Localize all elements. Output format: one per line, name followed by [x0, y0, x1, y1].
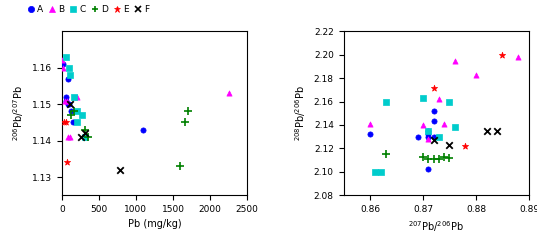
Point: [434, 135, 443, 139]
Point: [62, 99, 70, 102]
Point: [77, 113, 86, 117]
Point: [382, 152, 390, 156]
Point: [424, 129, 433, 133]
Point: [62, 95, 70, 99]
Point: [366, 132, 374, 136]
Point: [62, 120, 70, 124]
Point: [115, 168, 124, 172]
Point: [445, 156, 454, 160]
Point: [62, 55, 70, 59]
Point: [429, 157, 438, 161]
Point: [81, 128, 89, 132]
Point: [61, 99, 70, 102]
Point: [63, 161, 71, 164]
Point: [139, 128, 148, 132]
Point: [434, 157, 443, 161]
Point: [63, 99, 71, 102]
Point: [81, 131, 90, 135]
Point: [451, 59, 459, 62]
Point: [429, 109, 438, 113]
Point: [371, 170, 380, 174]
Point: [65, 66, 74, 70]
Point: [413, 135, 422, 139]
Point: [69, 109, 78, 113]
Point: [176, 164, 185, 168]
Point: [60, 120, 69, 124]
Point: [72, 109, 81, 113]
Point: [67, 109, 76, 113]
Legend: A, B, C, D, E, F: A, B, C, D, E, F: [26, 5, 150, 15]
Point: [77, 135, 85, 139]
Point: [429, 120, 438, 123]
Point: [424, 167, 433, 171]
Point: [424, 157, 433, 161]
Point: [81, 135, 89, 139]
Point: [424, 129, 433, 133]
Point: [429, 138, 438, 142]
Point: [424, 135, 433, 139]
Point: [451, 125, 459, 129]
Y-axis label: $^{206}$Pb/$^{207}$Pb: $^{206}$Pb/$^{207}$Pb: [12, 85, 26, 141]
Point: [424, 137, 433, 141]
Point: [419, 96, 427, 100]
Point: [445, 100, 454, 103]
Point: [366, 122, 374, 126]
Point: [63, 102, 72, 106]
Point: [180, 120, 189, 124]
Point: [64, 135, 72, 139]
Y-axis label: $^{208}$Pb/$^{206}$Pb: $^{208}$Pb/$^{206}$Pb: [294, 85, 308, 141]
Point: [429, 135, 438, 139]
Point: [184, 109, 192, 113]
Point: [482, 129, 491, 133]
Point: [72, 120, 81, 124]
Point: [67, 113, 75, 117]
Point: [434, 97, 443, 101]
Point: [419, 123, 427, 127]
Point: [69, 120, 77, 124]
Point: [66, 135, 74, 139]
Point: [73, 95, 82, 99]
Point: [445, 143, 454, 147]
Point: [440, 122, 448, 126]
X-axis label: $^{207}$Pb/$^{206}$Pb: $^{207}$Pb/$^{206}$Pb: [408, 220, 464, 234]
Point: [59, 66, 68, 70]
Point: [493, 129, 502, 133]
X-axis label: Pb (mg/kg): Pb (mg/kg): [128, 220, 182, 229]
Point: [224, 91, 233, 95]
Point: [382, 100, 390, 103]
Point: [84, 135, 93, 139]
Point: [440, 155, 448, 159]
Point: [70, 95, 78, 99]
Point: [59, 62, 68, 66]
Point: [376, 170, 385, 174]
Point: [429, 86, 438, 89]
Point: [424, 132, 433, 136]
Point: [65, 102, 74, 106]
Point: [461, 144, 470, 148]
Point: [58, 59, 67, 62]
Point: [419, 155, 427, 159]
Point: [64, 77, 72, 80]
Point: [514, 55, 523, 59]
Point: [498, 53, 507, 57]
Point: [66, 73, 75, 77]
Point: [66, 102, 74, 106]
Point: [471, 73, 480, 77]
